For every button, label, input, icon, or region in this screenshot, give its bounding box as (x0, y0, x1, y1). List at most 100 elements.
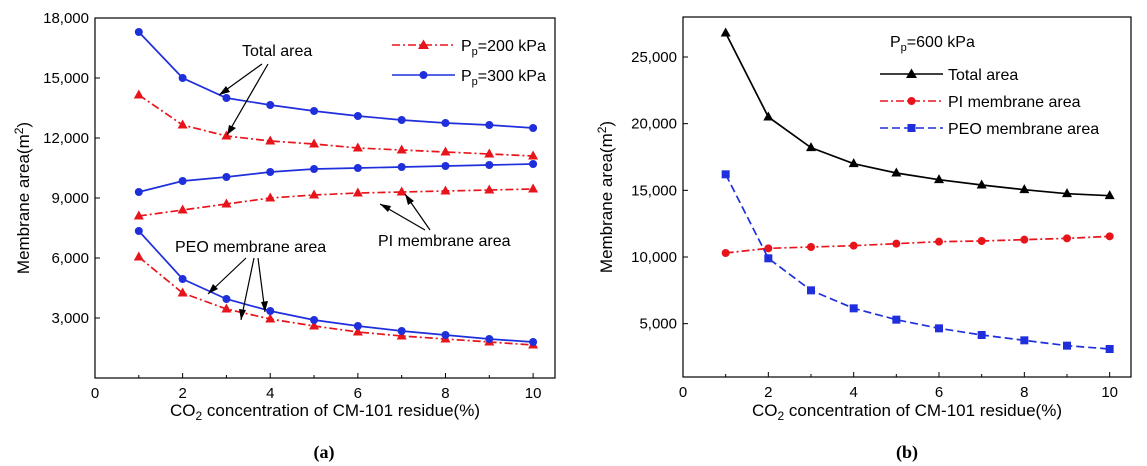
y-tick-label-b-2: 15,000 (631, 182, 677, 199)
x-tick-label-a-1: 2 (178, 385, 186, 402)
data-point-a-peo-membrane-area-200-kpa-4 (265, 313, 276, 323)
x-axis-label-a-main: CO (170, 401, 196, 420)
data-point-a-pi-membrane-area-200-kpa-5 (309, 189, 320, 199)
pressure-label-b-prefix: P (890, 34, 901, 51)
data-point-a-pi-membrane-area-200-kpa-2 (177, 204, 188, 214)
arrowhead-peo-upper (208, 284, 218, 294)
data-point-b-total-area-10 (1104, 190, 1115, 200)
series-line-a-total-area-200-kpa (138, 94, 534, 157)
x-axis-label-b-rest: concentration of CM-101 residue(%) (784, 401, 1062, 420)
data-point-a-total-area-300-kpa-2 (178, 74, 187, 82)
data-point-a-total-area-200-kpa-9 (484, 148, 495, 158)
data-point-a-total-area-200-kpa-5 (309, 138, 320, 148)
data-point-b-pi-membrane-area-6 (935, 237, 943, 246)
legend-entry-total-area: Total area (880, 67, 1018, 84)
y-tick-label-a-0: 3,000 (51, 310, 89, 327)
x-axis-label-a-rest: concentration of CM-101 residue(%) (202, 401, 480, 420)
data-point-b-pi-membrane-area-7 (977, 237, 986, 245)
annotation-pi-membrane-area: PI membrane area (378, 233, 511, 250)
x-axis-label-a: CO2 concentration of CM-101 residue(%) (170, 401, 480, 423)
data-point-a-total-area-300-kpa-5 (310, 107, 319, 115)
data-point-b-peo-membrane-area-4 (849, 304, 858, 313)
data-point-a-pi-membrane-area-200-kpa-10 (528, 183, 539, 193)
legend-label-200kpa-sub: p (472, 46, 478, 58)
data-point-a-pi-membrane-area-300-kpa-10 (529, 160, 538, 168)
y-axis-label-b-close: ) (597, 121, 616, 127)
arrowhead-peo-mid (239, 309, 246, 320)
data-point-b-total-area-9 (1062, 188, 1072, 198)
annotation-peo-membrane-area: PEO membrane area (175, 239, 326, 256)
legend-marker-pi (907, 97, 916, 105)
data-point-a-total-area-200-kpa-1 (133, 89, 144, 99)
x-tick-label-a-3: 6 (354, 385, 362, 402)
y-axis-label-a-close: ) (14, 122, 33, 128)
data-point-a-total-area-300-kpa-4 (266, 101, 275, 109)
x-tick-label-b-0: 0 (679, 384, 687, 401)
data-point-b-pi-membrane-area-9 (1063, 234, 1071, 243)
x-tick-label-b-4: 8 (1020, 384, 1028, 401)
y-tick-label-a-1: 6,000 (51, 250, 89, 267)
series-line-a-peo-membrane-area-300-kpa (138, 230, 534, 343)
annotations-a: Total area PI membrane area PEO membrane… (175, 43, 511, 321)
data-point-a-pi-membrane-area-200-kpa-3 (221, 198, 232, 208)
legend-label-total-area: Total area (948, 67, 1018, 84)
x-axis-label-b: CO2 concentration of CM-101 residue(%) (752, 401, 1062, 423)
x-tick-label-b-5: 10 (1101, 384, 1118, 401)
data-point-a-pi-membrane-area-300-kpa-2 (178, 177, 187, 185)
legend-marker-300kpa (419, 71, 428, 79)
y-axis-label-a: Membrane area(m2) (12, 122, 33, 274)
data-point-a-peo-membrane-area-300-kpa-4 (266, 307, 275, 315)
data-point-b-pi-membrane-area-1 (721, 249, 730, 257)
data-point-a-pi-membrane-area-200-kpa-6 (352, 187, 363, 197)
data-point-b-pi-membrane-area-10 (1105, 232, 1114, 241)
legend-b: Pp=600 kPa Total area PI membrane area P… (880, 34, 1099, 138)
data-point-a-peo-membrane-area-200-kpa-6 (352, 326, 363, 336)
caption-a: (a) (314, 442, 335, 463)
data-point-a-pi-membrane-area-300-kpa-6 (353, 164, 362, 172)
data-point-a-total-area-300-kpa-10 (529, 124, 538, 132)
data-point-a-total-area-200-kpa-6 (352, 142, 363, 152)
data-point-b-peo-membrane-area-3 (807, 286, 815, 295)
x-tick-label-b-1: 2 (764, 384, 772, 401)
series-b (720, 27, 1115, 353)
x-tick-label-a-5: 10 (525, 385, 542, 402)
annotation-total-area: Total area (242, 43, 312, 60)
data-point-a-pi-membrane-area-300-kpa-5 (310, 165, 319, 173)
data-point-b-pi-membrane-area-2 (764, 244, 773, 253)
x-tick-label-a-0: 0 (91, 385, 99, 402)
data-point-a-peo-membrane-area-300-kpa-8 (441, 331, 450, 339)
caption-b: (b) (896, 442, 918, 463)
data-point-b-peo-membrane-area-7 (977, 331, 986, 339)
data-point-a-total-area-200-kpa-10 (528, 150, 539, 160)
arrowhead-pi-upper (405, 194, 414, 205)
series-line-a-total-area-300-kpa (138, 31, 534, 129)
legend-label-300kpa-prefix: P (461, 68, 472, 85)
data-point-b-total-area-1 (720, 27, 731, 37)
legend-a: Pp=200 kPa Pp=300 kPa (392, 38, 546, 88)
data-point-b-total-area-3 (806, 142, 816, 152)
data-point-a-total-area-300-kpa-8 (441, 119, 450, 127)
y-tick-label-a-4: 15,000 (43, 70, 89, 87)
svg-text:Pp=300 kPa: Pp=300 kPa (461, 68, 546, 88)
y-axis-label-b-main: Membrane area(m (597, 133, 616, 273)
pressure-label-b: Pp=600 kPa (890, 34, 975, 54)
series-line-b-peo-membrane-area (724, 173, 1110, 350)
legend-entry-300kpa: Pp=300 kPa (392, 68, 546, 88)
data-point-a-pi-membrane-area-200-kpa-4 (265, 192, 276, 202)
series-line-b-total-area (724, 32, 1110, 197)
legend-label-300kpa-text: =300 kPa (478, 68, 546, 85)
data-point-a-peo-membrane-area-200-kpa-3 (221, 303, 232, 313)
y-tick-label-a-5: 18,000 (43, 10, 89, 27)
data-point-b-total-area-5 (891, 167, 902, 177)
data-point-a-peo-membrane-area-300-kpa-5 (310, 316, 319, 324)
x-tick-label-a-2: 4 (266, 385, 274, 402)
axes-b: 0 2 4 6 8 10 5,000 10,000 15,000 20,000 25,000 (631, 49, 1118, 401)
data-point-a-total-area-200-kpa-3 (221, 130, 232, 140)
data-point-b-total-area-6 (934, 174, 944, 184)
data-point-b-peo-membrane-area-9 (1063, 341, 1071, 350)
legend-entry-peo: PEO membrane area (880, 121, 1099, 138)
data-point-a-pi-membrane-area-300-kpa-3 (222, 173, 231, 181)
series-line-a-peo-membrane-area-200-kpa (138, 256, 534, 346)
pressure-label-b-sub: p (901, 42, 907, 54)
